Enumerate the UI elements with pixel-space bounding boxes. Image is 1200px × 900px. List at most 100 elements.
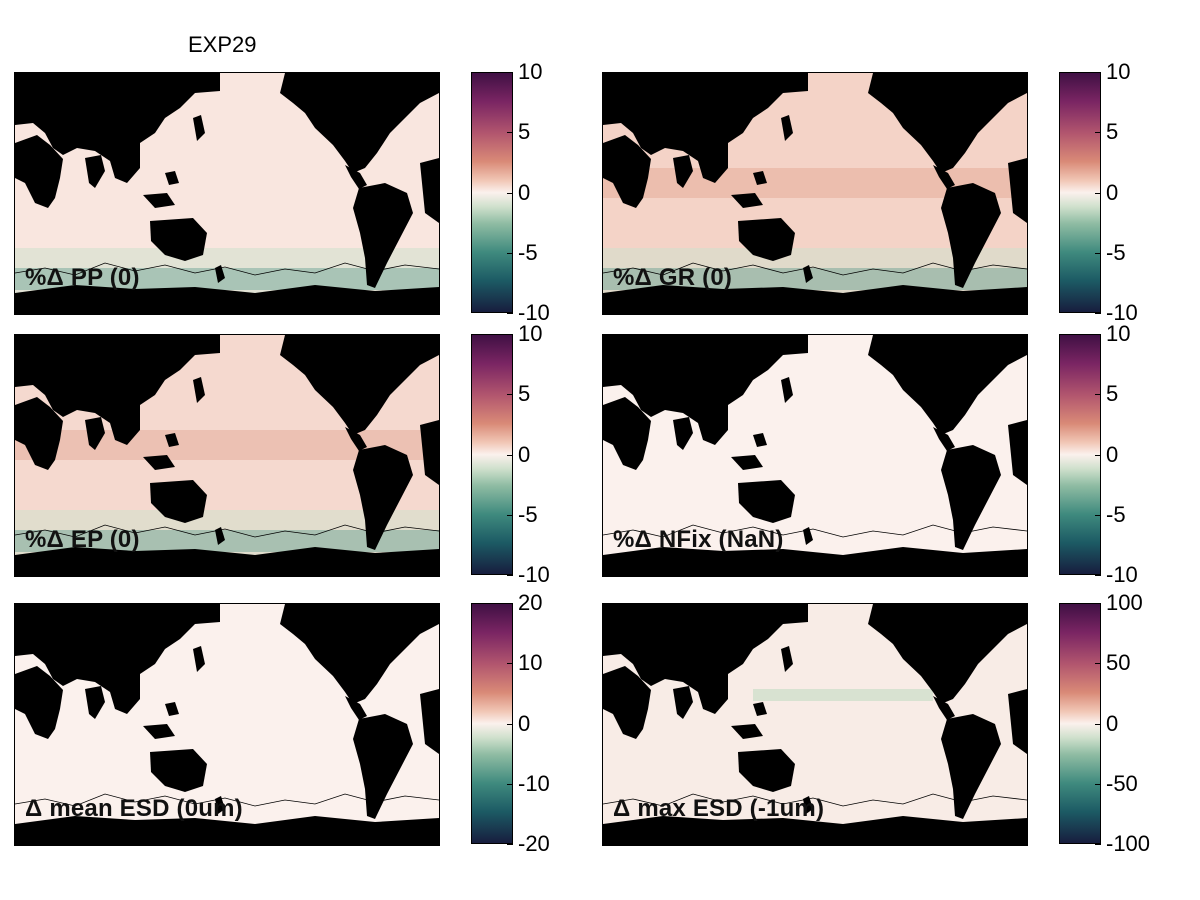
land-mass [165, 702, 179, 716]
map-canvas [603, 604, 1027, 845]
colorbar [471, 72, 513, 313]
land-mass [15, 397, 63, 470]
land-mass [753, 171, 767, 185]
colorbar-tick-mark [1095, 603, 1101, 604]
land-mass [143, 455, 175, 470]
colorbar-tick-mark [507, 132, 513, 134]
colorbar-tick-mark [507, 783, 513, 785]
land-mass [15, 816, 439, 845]
colorbar-tick-label: -10 [518, 300, 550, 325]
land-mass [941, 445, 1001, 550]
map-panel-6: Δ max ESD (-1um) [602, 603, 1028, 846]
land-mass [143, 193, 175, 208]
land-mass [603, 335, 808, 445]
colorbar-tick-label: 5 [1106, 381, 1119, 407]
colorbar-tick-label: 100 [1106, 590, 1143, 615]
land-mass [933, 696, 955, 720]
colorbar-tick-mark [1095, 723, 1101, 725]
colorbar-tick-mark [1095, 334, 1101, 335]
land-mass [933, 427, 955, 451]
land-mass [1008, 420, 1027, 485]
colorbar-tick-mark [507, 663, 513, 665]
panel-label: Δ mean ESD (0um) [25, 795, 243, 822]
colorbar-tick-label: 10 [518, 321, 543, 346]
land-mass [215, 265, 225, 283]
colorbar-tick-mark [507, 844, 513, 845]
colorbar-tick-label: 0 [1106, 441, 1119, 467]
land-mass [731, 193, 763, 208]
land-mass [143, 724, 175, 739]
land-mass [868, 604, 1027, 704]
land-mass [673, 417, 693, 450]
colorbar-tick-mark [1095, 844, 1101, 845]
land-mass [1008, 158, 1027, 223]
land-mass [738, 218, 795, 261]
land-mass [603, 285, 1027, 314]
land-mass [353, 445, 413, 550]
colorbar-tick-mark [1095, 132, 1101, 134]
land-mass [345, 165, 367, 189]
land-mass [803, 527, 813, 545]
map-canvas [603, 73, 1027, 314]
southern-ocean-band-dark [15, 530, 439, 552]
land-mass [345, 427, 367, 451]
land-mass [933, 165, 955, 189]
land-mass [280, 73, 439, 173]
land-mass [603, 135, 651, 208]
land-mass [738, 480, 795, 523]
colorbar-tick-label: 20 [518, 590, 543, 615]
land-mass [15, 135, 63, 208]
land-mass [673, 155, 693, 188]
land-mass [603, 816, 1027, 845]
southern-ocean-band-dark [603, 268, 1027, 290]
land-mass [1008, 689, 1027, 754]
colorbar-tick-label: -10 [518, 562, 550, 587]
land-mass [420, 689, 439, 754]
panel-label: Δ max ESD (-1um) [613, 795, 825, 822]
land-mass [781, 377, 793, 403]
land-mass [603, 547, 1027, 576]
figure-title: EXP29 [188, 32, 257, 57]
land-mass [731, 724, 763, 739]
land-mass [15, 335, 220, 445]
land-mass [150, 480, 207, 523]
land-mass [803, 796, 813, 814]
land-mass [781, 115, 793, 141]
land-mass [15, 285, 439, 314]
land-mass [165, 171, 179, 185]
map-canvas [15, 335, 439, 576]
colorbar-tick-label: -10 [518, 770, 550, 796]
colorbar-tick-mark [1095, 313, 1101, 314]
colorbar-tick-mark [507, 394, 513, 396]
colorbar-tick-mark [507, 454, 513, 456]
land-mass [941, 183, 1001, 288]
colorbar-tick-label: -50 [1106, 770, 1138, 796]
land-mass [193, 646, 205, 672]
colorbar-tick-mark [1095, 252, 1101, 254]
colorbar-tick-label: 0 [1106, 179, 1119, 205]
southern-ocean-band-dark [15, 268, 439, 290]
colorbar-tick-mark [507, 334, 513, 335]
colorbar-tick-mark [507, 72, 513, 73]
land-mass [15, 666, 63, 739]
land-mass [345, 696, 367, 720]
map-panel-5: Δ mean ESD (0um) [14, 603, 440, 846]
panel-label: %Δ PP (0) [25, 264, 140, 291]
land-mass [420, 158, 439, 223]
land-mass [603, 666, 651, 739]
map-canvas [15, 73, 439, 314]
land-mass [941, 714, 1001, 819]
colorbar-tick-label: 10 [1106, 321, 1131, 346]
colorbar-tick-label: -5 [518, 239, 538, 265]
map-canvas [603, 335, 1027, 576]
panel-label: %Δ GR (0) [613, 264, 733, 291]
land-mass [731, 455, 763, 470]
colorbar-tick-label: -10 [1106, 562, 1138, 587]
colorbar-tick-label: -5 [1106, 501, 1126, 527]
colorbar-tick-label: 0 [518, 179, 531, 205]
colorbar-tick-mark [1095, 192, 1101, 194]
colorbar-tick-label: 5 [1106, 119, 1119, 145]
colorbar [471, 603, 513, 844]
colorbar-tick-mark [1095, 663, 1101, 665]
land-mass [603, 397, 651, 470]
